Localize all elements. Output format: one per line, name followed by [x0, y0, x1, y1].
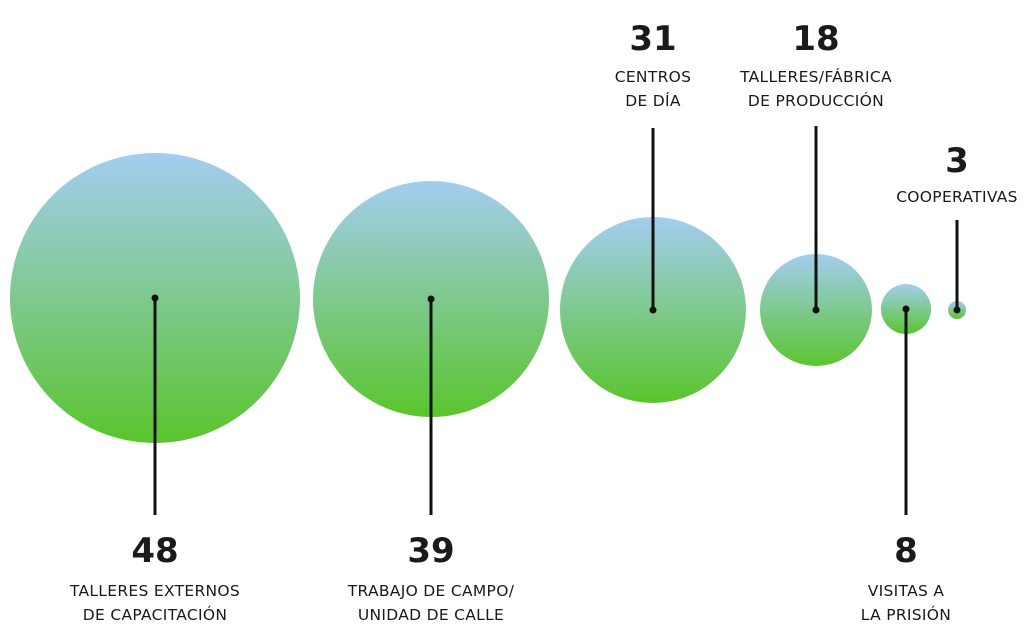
category-label-18-line-1: TALLERES/FÁBRICA	[739, 67, 892, 86]
center-dot-39	[427, 295, 435, 303]
category-label-39-line-1: TRABAJO DE CAMPO/	[347, 582, 515, 600]
value-label-8: 8	[894, 531, 918, 571]
category-label-3-line-1: COOPERATIVAS	[896, 188, 1018, 206]
category-label-8-line-2: LA PRISIÓN	[861, 605, 951, 624]
category-label-48-line-1: TALLERES EXTERNOS	[69, 582, 240, 600]
center-dot-8	[902, 305, 910, 313]
center-dot-48	[151, 294, 159, 302]
value-label-48: 48	[131, 531, 178, 571]
category-label-48-line-2: DE CAPACITACIÓN	[83, 605, 227, 624]
center-dot-3	[953, 306, 961, 314]
value-label-31: 31	[629, 19, 676, 59]
category-label-31-line-2: DE DÍA	[625, 91, 681, 110]
center-dot-31	[649, 306, 657, 314]
category-label-8-line-1: VISITAS A	[868, 582, 945, 600]
value-label-3: 3	[945, 141, 969, 181]
category-label-31-line-1: CENTROS	[615, 68, 692, 86]
center-dot-18	[812, 306, 820, 314]
category-label-18-line-2: DE PRODUCCIÓN	[748, 91, 884, 110]
leader-lines-layer	[151, 126, 961, 515]
value-label-39: 39	[407, 531, 454, 571]
labels-layer: 48 TALLERES EXTERNOS DE CAPACITACIÓN 39 TRAB…	[69, 19, 1018, 624]
value-label-18: 18	[792, 19, 839, 59]
category-label-39-line-2: UNIDAD DE CALLE	[358, 606, 504, 624]
